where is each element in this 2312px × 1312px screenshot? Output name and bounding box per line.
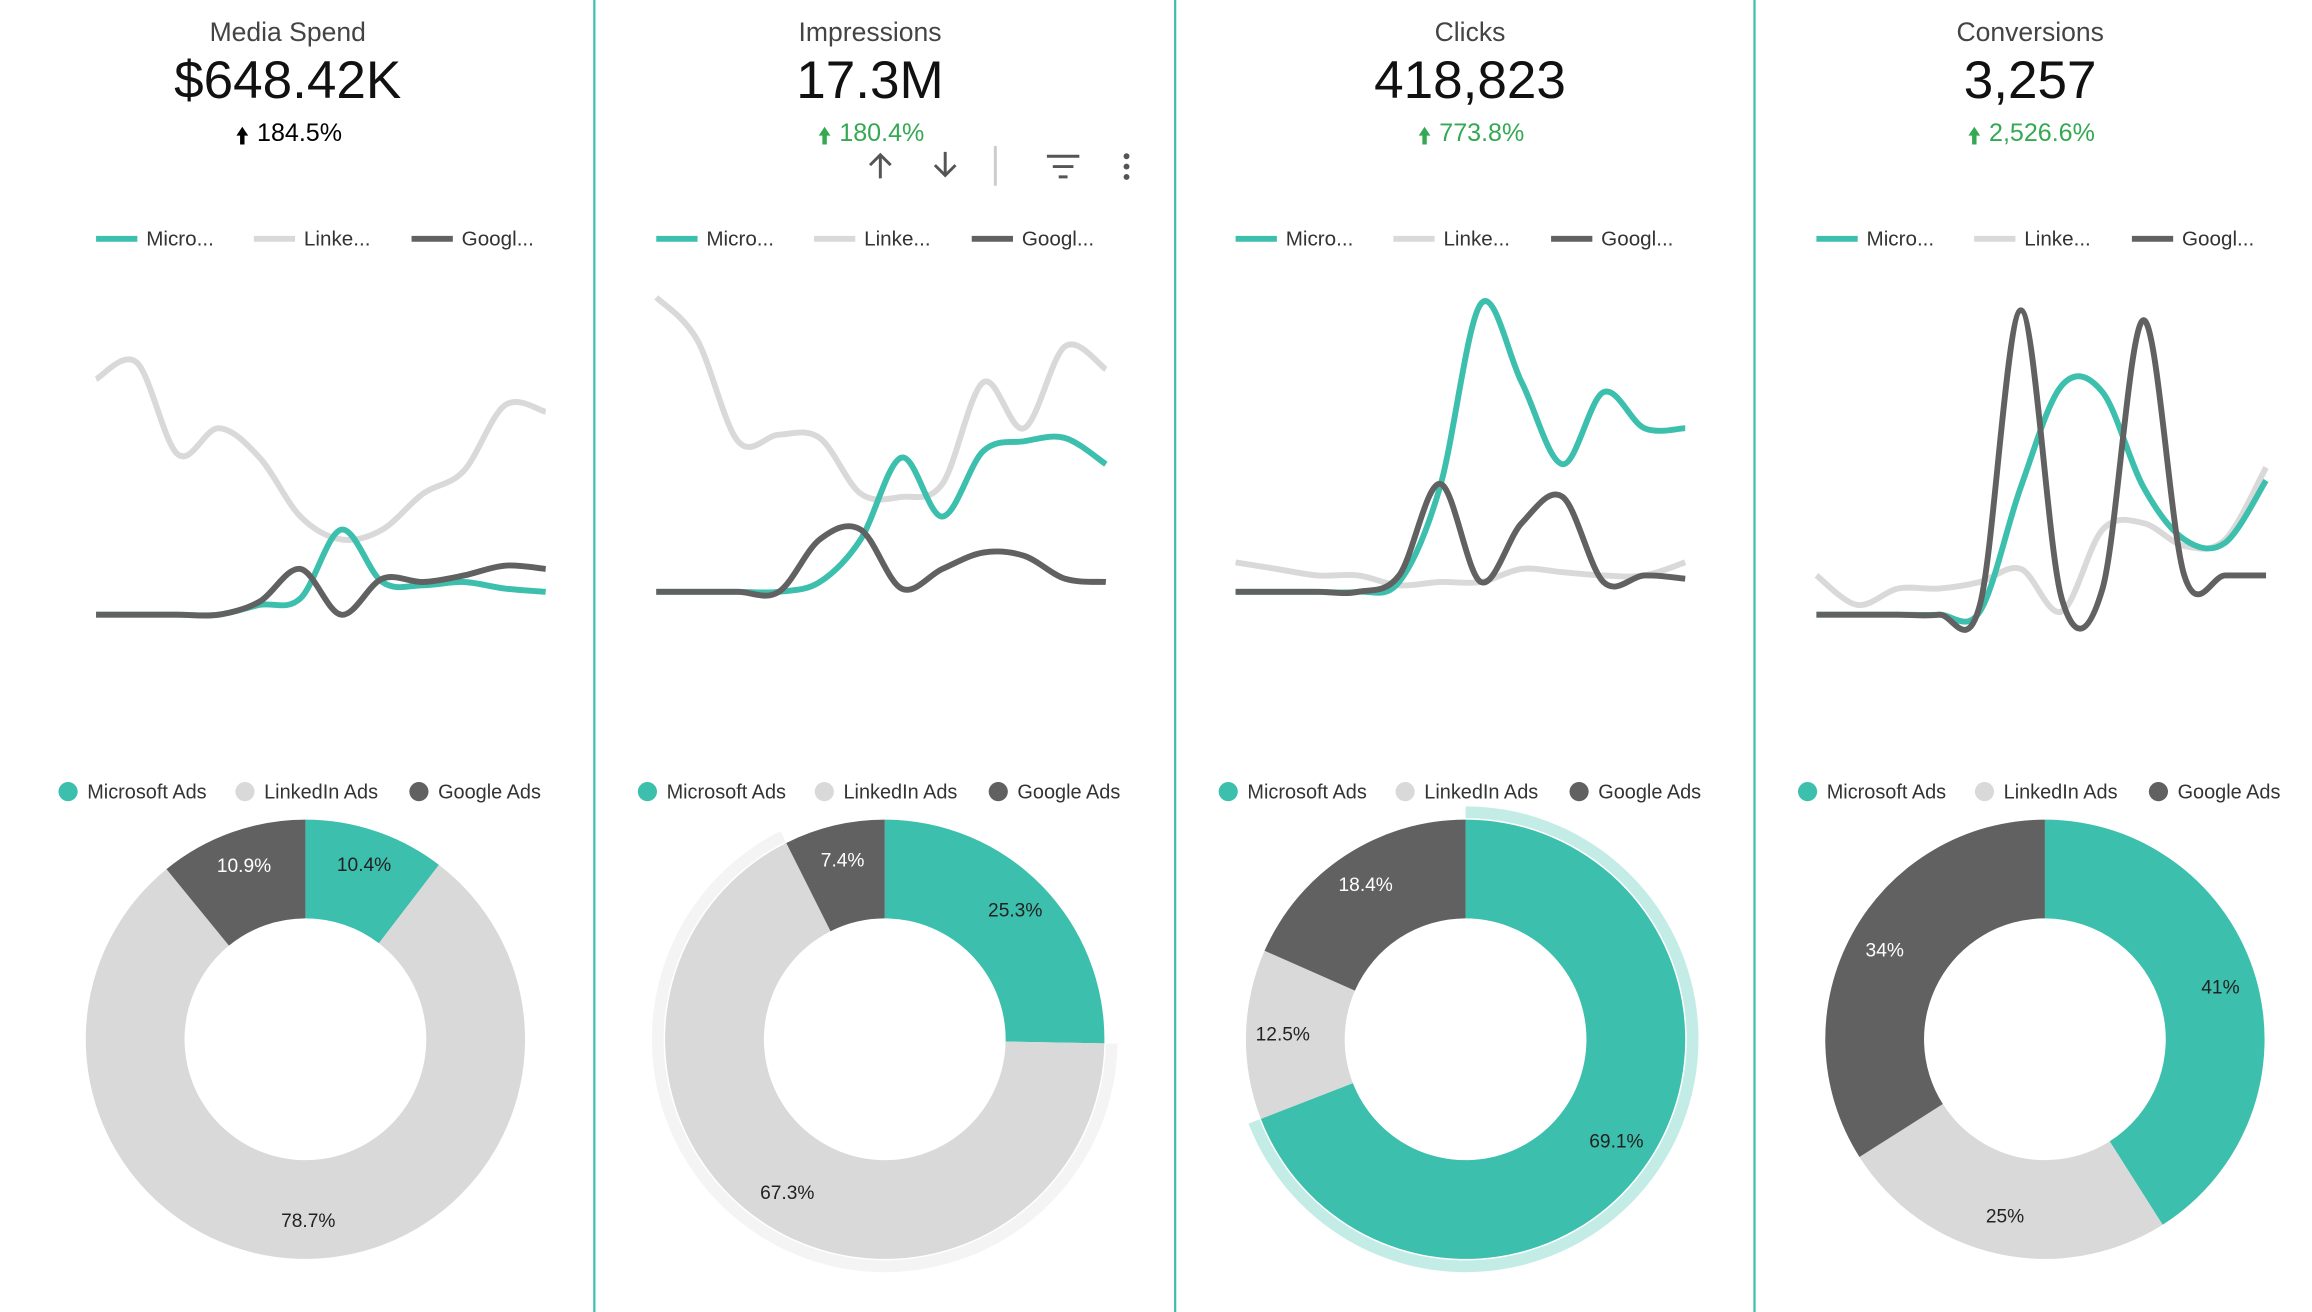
data-label: 7.4%	[821, 850, 865, 871]
legend-label: Micro...	[1867, 228, 1935, 251]
legend-swatch	[637, 782, 657, 802]
toolbar	[868, 145, 1130, 186]
change-arrow	[818, 126, 831, 145]
legend-label: LinkedIn Ads	[1424, 781, 1538, 803]
data-label: 18.4%	[1339, 875, 1393, 896]
legend-swatch	[1569, 782, 1589, 802]
scorecard-title: Media Spend	[210, 17, 366, 47]
legend-label: Micro...	[1286, 228, 1354, 251]
legend-label: Linke...	[1443, 228, 1510, 251]
data-label: 12.5%	[1256, 1024, 1310, 1045]
legend-swatch	[1974, 782, 1995, 802]
scorecard-value: 3,257	[1964, 51, 2097, 110]
legend-label: Google Ads	[1598, 781, 1701, 803]
pie-slice	[786, 819, 885, 932]
legend-label: LinkedIn Ads	[264, 781, 378, 803]
legend-label: Micro...	[706, 228, 774, 251]
line-series	[1235, 298, 1686, 596]
legend-swatch	[988, 782, 1008, 802]
legend-label: Googl...	[462, 228, 534, 251]
pie-slice	[2044, 819, 2265, 1225]
scorecard-change: 184.5%	[257, 119, 342, 147]
legend-label: LinkedIn Ads	[2004, 781, 2118, 803]
legend-label: Google Ads	[2178, 781, 2281, 803]
more-icon[interactable]	[1123, 153, 1130, 180]
legend-swatch	[235, 782, 255, 802]
pie-slice	[884, 819, 1105, 1044]
legend-swatch	[1797, 782, 1818, 802]
line-series	[656, 433, 1108, 596]
line-series	[1816, 307, 2267, 633]
legend-label: Micro...	[146, 228, 214, 251]
legend-label: Microsoft Ads	[87, 781, 206, 803]
data-label: 69.1%	[1589, 1132, 1643, 1153]
data-label: 25.3%	[988, 900, 1042, 921]
legend-label: Microsoft Ads	[1247, 781, 1366, 803]
sort-ascending-icon[interactable]	[868, 152, 892, 179]
legend-swatch	[1218, 782, 1238, 802]
data-label: 67.3%	[760, 1183, 814, 1204]
legend-label: Googl...	[2182, 228, 2254, 251]
line-series	[654, 295, 1108, 503]
legend-label: Linke...	[2024, 228, 2091, 251]
legend-label: Google Ads	[1017, 781, 1120, 803]
pie-slice	[1260, 819, 1686, 1259]
pie-slice	[1825, 819, 2045, 1157]
scorecard-value: $648.42K	[174, 51, 401, 110]
legend-label: LinkedIn Ads	[843, 781, 957, 803]
scorecard-title: Impressions	[799, 17, 942, 47]
line-series	[96, 562, 546, 619]
change-arrow	[1418, 126, 1431, 145]
change-arrow	[236, 126, 249, 145]
scorecard-change: 2,526.6%	[1989, 119, 2095, 147]
pie-slice	[1264, 819, 1466, 991]
line-series	[1235, 559, 1687, 589]
sort-descending-icon[interactable]	[933, 151, 957, 178]
line-series	[1235, 480, 1686, 596]
scorecard-value: 418,823	[1374, 51, 1566, 110]
filter-icon[interactable]	[1046, 154, 1080, 179]
data-label: 78.7%	[281, 1211, 335, 1232]
legend-swatch	[2148, 782, 2169, 802]
data-label: 25%	[1986, 1207, 2024, 1228]
line-series	[94, 356, 547, 543]
legend-swatch	[1395, 782, 1415, 802]
scorecard-title: Clicks	[1435, 17, 1506, 47]
legend-label: Linke...	[864, 228, 931, 251]
pie-slice	[1859, 1104, 2163, 1259]
legend-label: Googl...	[1601, 228, 1673, 251]
legend-label: Linke...	[304, 228, 371, 251]
data-label: 10.4%	[337, 855, 391, 876]
legend-swatch	[409, 782, 429, 802]
pie-slice	[1245, 950, 1355, 1119]
data-label: 10.9%	[217, 856, 271, 877]
scorecard-title: Conversions	[1956, 17, 2103, 47]
scorecard-change: 180.4%	[839, 119, 924, 147]
legend-label: Microsoft Ads	[1827, 781, 1946, 803]
data-label: 34%	[1866, 940, 1904, 961]
legend-label: Google Ads	[438, 781, 541, 803]
line-series	[656, 523, 1107, 599]
line-series	[1814, 466, 2269, 615]
pie-slice	[85, 864, 526, 1259]
data-label: 41%	[2201, 977, 2239, 998]
pie-slice	[166, 819, 306, 946]
legend-swatch	[58, 782, 78, 802]
legend-label: Googl...	[1022, 228, 1094, 251]
change-arrow	[1968, 126, 1981, 145]
scorecard-value: 17.3M	[796, 51, 943, 110]
scorecard-change: 773.8%	[1439, 119, 1524, 147]
legend-label: Microsoft Ads	[667, 781, 786, 803]
legend-swatch	[814, 782, 834, 802]
pie-slice	[305, 819, 439, 944]
pie-slice	[665, 842, 1105, 1259]
